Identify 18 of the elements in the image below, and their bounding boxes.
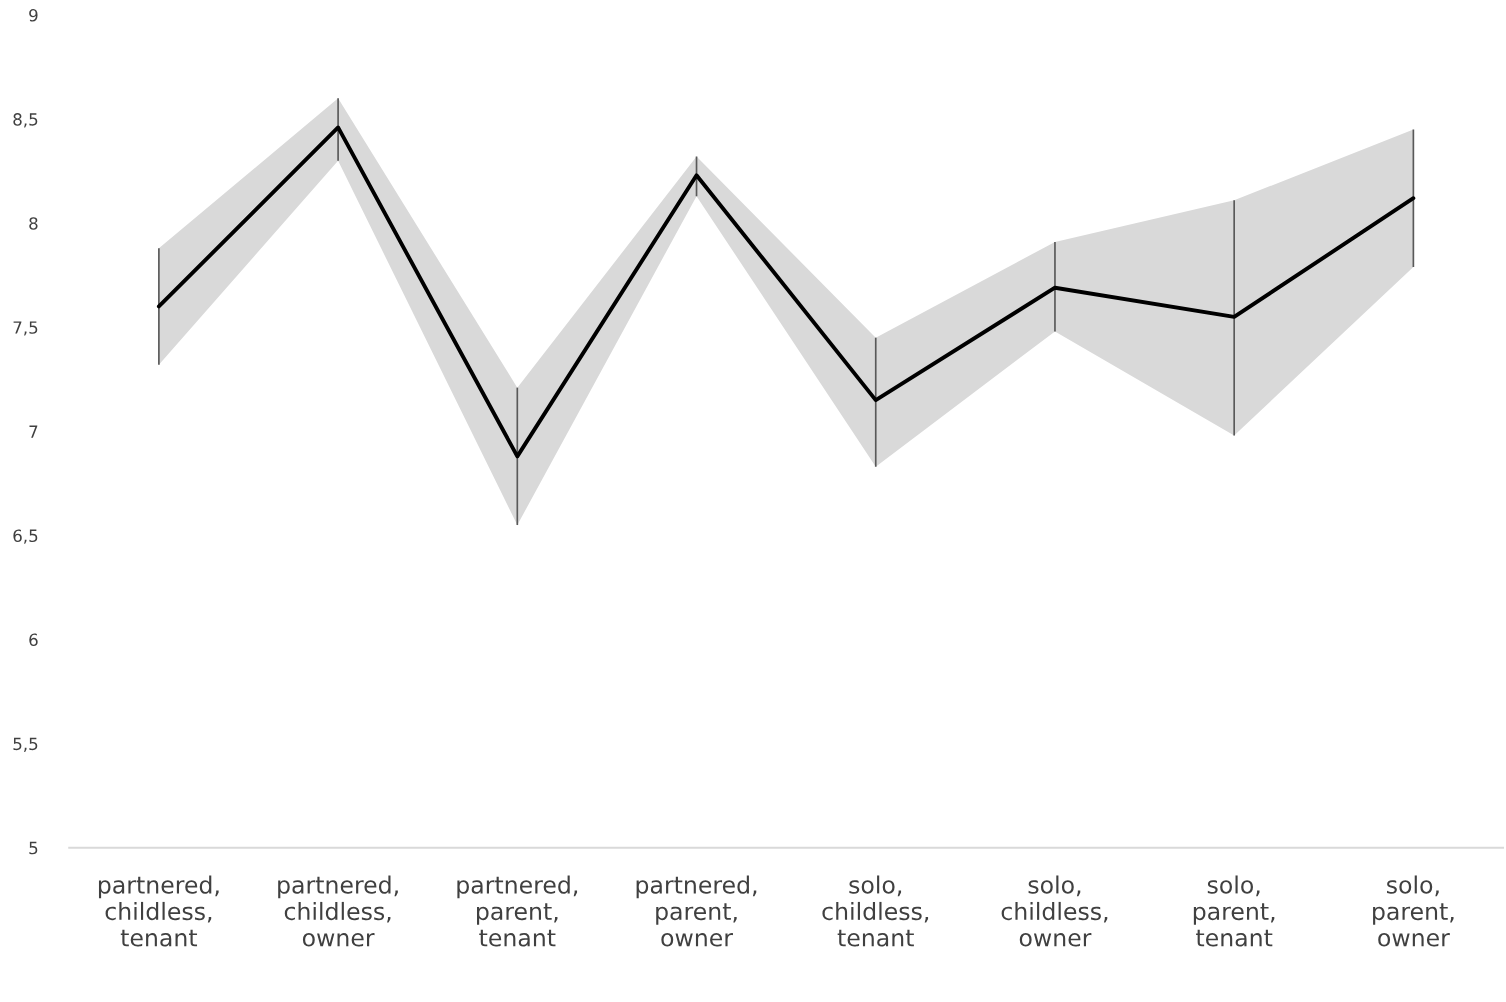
x-tick-label: solo, parent, tenant	[1193, 875, 1275, 947]
y-tick-label: 5,5	[13, 737, 38, 752]
y-tick-label: 6,5	[13, 529, 38, 544]
x-tick-label: partnered, childless, owner	[278, 875, 398, 947]
y-tick-label: 8,5	[13, 113, 38, 128]
line-series	[156, 125, 1416, 459]
y-tick-label: 7	[29, 425, 38, 438]
y-tick-label: 9	[29, 8, 38, 22]
x-tick-label: partnered, parent, owner	[636, 875, 757, 947]
y-tick-label: 8	[29, 217, 38, 230]
x-tick-label: solo, childless, tenant	[822, 875, 929, 947]
x-tick-label: partnered, parent, tenant	[457, 875, 578, 947]
x-tick-label: solo, parent, owner	[1373, 875, 1454, 947]
x-tick-label: solo, childless, owner	[1001, 875, 1108, 947]
y-tick-label: 5	[29, 841, 38, 855]
y-tick-label: 7,5	[13, 321, 38, 336]
x-tick-label: partnered, childless, tenant	[98, 875, 219, 947]
y-tick-label: 6	[29, 633, 38, 647]
